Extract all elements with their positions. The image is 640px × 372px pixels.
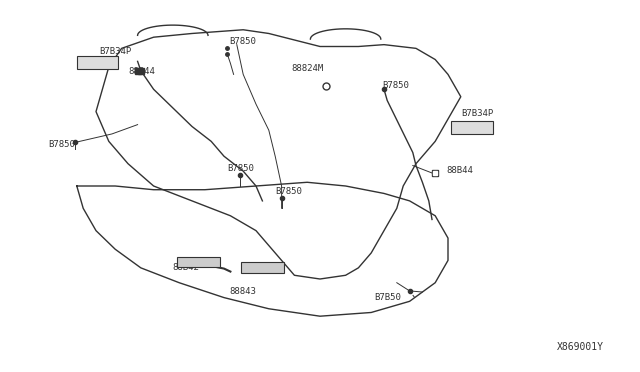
Text: 88843: 88843 [229,287,256,296]
Text: X869001Y: X869001Y [557,341,604,352]
Text: B7850: B7850 [275,187,302,196]
Text: 88824M: 88824M [291,64,323,73]
Text: B7850: B7850 [227,164,254,173]
Text: B7B50: B7B50 [374,293,401,302]
Text: B7850: B7850 [229,37,256,46]
Text: B7B34P: B7B34P [99,47,131,56]
Text: 88B44: 88B44 [447,166,474,175]
FancyBboxPatch shape [177,257,220,267]
Text: B7B34P: B7B34P [461,109,493,118]
FancyBboxPatch shape [77,56,118,69]
Text: B7850: B7850 [48,140,75,149]
Text: 88B42: 88B42 [173,263,200,272]
Text: 88844: 88844 [128,67,155,76]
Text: B7850: B7850 [383,81,410,90]
FancyBboxPatch shape [241,262,284,273]
FancyBboxPatch shape [451,121,493,134]
